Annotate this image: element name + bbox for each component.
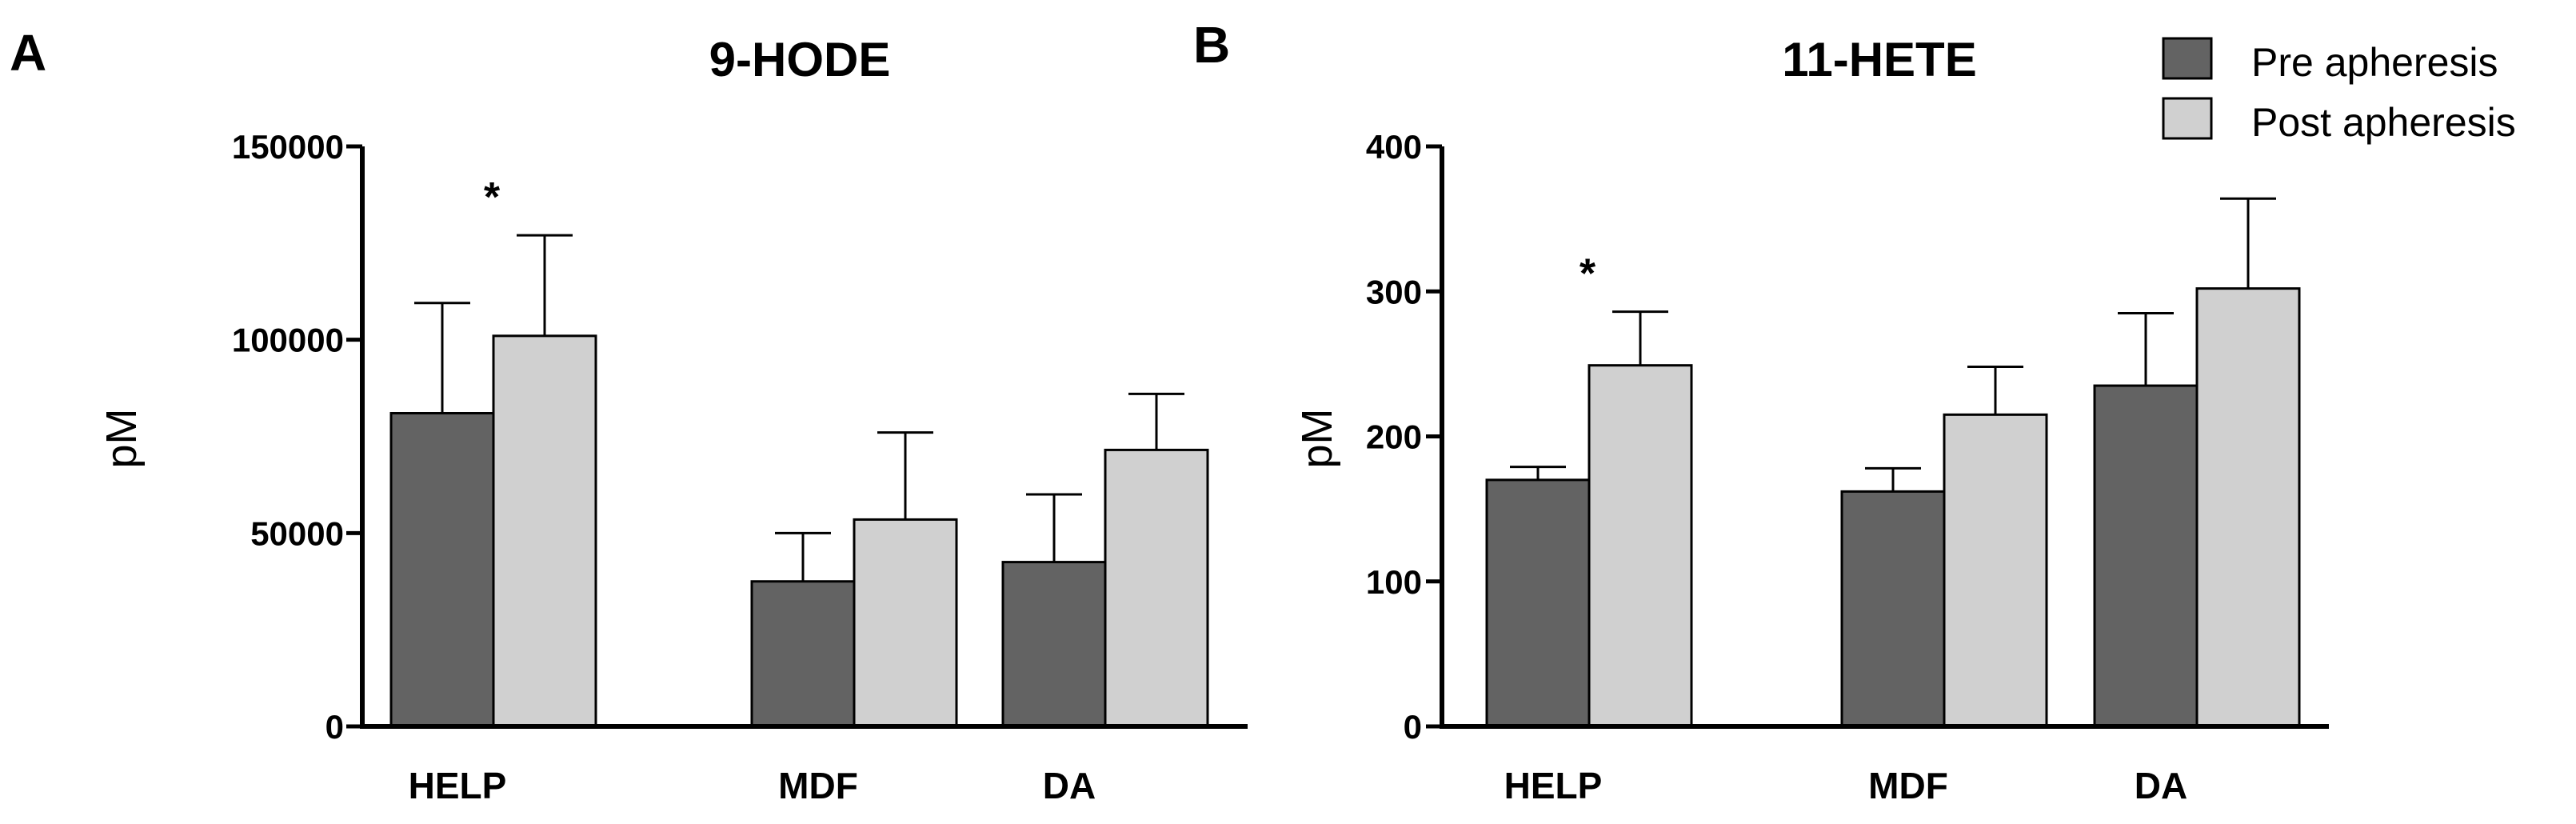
bar-da-pre [1001, 561, 1107, 728]
bar-help-post [492, 334, 597, 728]
x-tick-label: HELP [409, 765, 507, 806]
y-tick-label: 200 [1366, 418, 1422, 456]
y-axis-label: pM [98, 408, 146, 468]
y-tick-label: 0 [1404, 708, 1422, 746]
bar-mdf-post [1943, 413, 2048, 728]
y-tick-label: 300 [1366, 273, 1422, 310]
bar-da-post [2195, 287, 2301, 728]
y-tick-label: 100 [1366, 563, 1422, 601]
bar-mdf-pre [1840, 490, 1946, 728]
bar-help-post [1588, 364, 1693, 728]
legend-label-pre: Pre apheresis [2251, 40, 2498, 85]
bar-da-pre [2093, 384, 2199, 728]
panel-letter-a: A [10, 24, 46, 82]
bar-da-post [1104, 448, 1209, 728]
bar-mdf-post [853, 518, 958, 728]
y-tick-label: 150000 [232, 128, 344, 166]
legend: Pre apheresis Post apheresis [2162, 37, 2516, 145]
x-tick-label: DA [2135, 765, 2187, 806]
y-tick-label: 100000 [232, 322, 344, 359]
bar-help-pre [389, 412, 495, 728]
x-tick-label: HELP [1504, 765, 1603, 806]
legend-label-post: Post apheresis [2251, 100, 2516, 145]
chart-panel-b: 11-HETE pM HELP MDF DA * 0 100 200 300 400 [1293, 33, 2329, 806]
bar-help-pre [1485, 478, 1591, 728]
legend-swatch-pre [2162, 37, 2213, 80]
chart-panel-a: 9-HODE pM HELP MDF DA * 0 50000 100000 150000 [98, 33, 1248, 806]
x-tick-label: MDF [1868, 765, 1948, 806]
chart-title: 9-HODE [709, 33, 891, 86]
legend-swatch-post [2162, 97, 2213, 140]
significance-marker: * [484, 174, 501, 221]
y-tick-label: 400 [1366, 128, 1422, 166]
panel-letter-b: B [1193, 16, 1230, 74]
y-tick-label: 0 [325, 708, 344, 746]
y-tick-label: 50000 [250, 514, 344, 552]
x-tick-label: MDF [778, 765, 858, 806]
y-axis-label: pM [1293, 408, 1341, 468]
x-tick-label: DA [1043, 765, 1096, 806]
chart-title: 11-HETE [1782, 33, 1976, 86]
bar-mdf-pre [750, 580, 856, 728]
significance-marker: * [1580, 251, 1596, 298]
